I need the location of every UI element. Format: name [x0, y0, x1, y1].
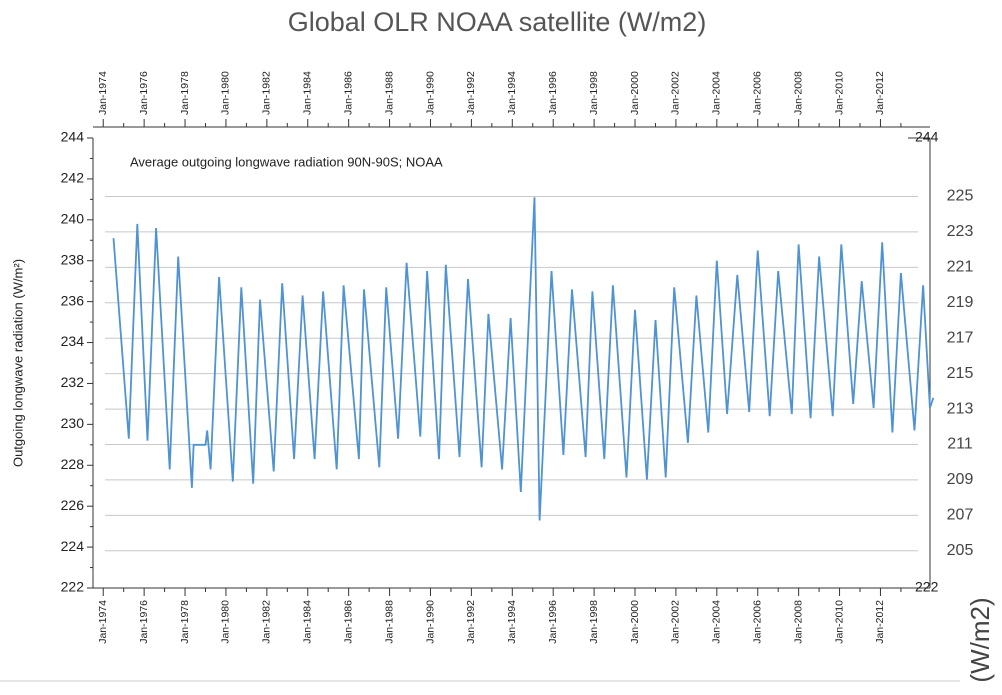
x-tick-label: Jan-1996 — [547, 71, 559, 115]
x-tick-label: Jan-1976 — [138, 600, 150, 644]
data-line — [112, 197, 935, 521]
x-tick-label: Jan-1992 — [465, 600, 477, 644]
y-tick-label: 228 — [61, 456, 85, 472]
x-tick-label: Jan-2004 — [711, 600, 723, 644]
y-tick-label: 232 — [61, 374, 85, 390]
y-tick-label: 242 — [61, 170, 85, 186]
x-tick-label: Jan-1994 — [506, 71, 518, 115]
x-tick-label: Jan-1980 — [220, 600, 232, 644]
x-tick-label: Jan-2006 — [752, 71, 764, 115]
x-tick-label: Jan-1986 — [342, 71, 354, 115]
x-tick-label: Jan-1982 — [261, 600, 273, 644]
y2-tick-label: 215 — [947, 365, 974, 382]
y2-tick-label: 211 — [947, 436, 973, 453]
x-tick-label: Jan-2010 — [833, 600, 845, 644]
y2-tick-label: 205 — [947, 542, 974, 559]
x-tick-label: Jan-2006 — [752, 600, 764, 644]
x-tick-label: Jan-2002 — [670, 600, 682, 644]
annotation: Average outgoing longwave radiation 90N-… — [130, 154, 443, 169]
x-tick-label: Jan-1990 — [424, 600, 436, 644]
y2-tick-label: 219 — [947, 294, 974, 311]
y-tick-label: 224 — [61, 538, 85, 554]
x-tick-label: Jan-1992 — [465, 71, 477, 115]
x-tick-label: Jan-1976 — [138, 71, 150, 115]
x-tick-label: Jan-2012 — [874, 600, 886, 644]
x-tick-label: Jan-1996 — [547, 600, 559, 644]
x-tick-label: Jan-1978 — [179, 71, 191, 115]
y-tick-label: 222 — [915, 579, 939, 595]
x-tick-label: Jan-1974 — [97, 600, 109, 644]
y-tick-label: 244 — [915, 129, 939, 145]
x-tick-label: Jan-1998 — [588, 600, 600, 644]
x-tick-label: Jan-2004 — [711, 71, 723, 115]
y2-tick-label: 223 — [947, 223, 974, 240]
y2-axis-label: (W/m2) — [965, 597, 995, 682]
x-tick-label: Jan-1998 — [588, 71, 600, 115]
x-tick-label: Jan-1988 — [383, 71, 395, 115]
y2-tick-label: 221 — [947, 259, 974, 276]
x-tick-label: Jan-2002 — [670, 71, 682, 115]
x-tick-label: Jan-1988 — [383, 600, 395, 644]
x-tick-label: Jan-1990 — [424, 71, 436, 115]
x-tick-label: Jan-1984 — [302, 71, 314, 115]
x-tick-label: Jan-1986 — [342, 600, 354, 644]
y2-tick-label: 207 — [947, 507, 974, 524]
x-tick-label: Jan-1980 — [220, 71, 232, 115]
y-axis-label: Outgoing longwave radiation (W/m²) — [10, 259, 25, 467]
x-tick-label: Jan-2010 — [833, 71, 845, 115]
y2-tick-label: 213 — [947, 400, 974, 417]
x-tick-label: Jan-1978 — [179, 600, 191, 644]
y-tick-label: 222 — [61, 579, 85, 595]
y-tick-label: 244 — [61, 129, 85, 145]
y2-tick-label: 209 — [947, 471, 974, 488]
x-tick-label: Jan-1994 — [506, 600, 518, 644]
y2-tick-label: 217 — [947, 329, 974, 346]
x-tick-label: Jan-1974 — [97, 71, 109, 115]
y-tick-label: 238 — [61, 251, 85, 267]
x-tick-label: Jan-2012 — [874, 71, 886, 115]
chart-title: Global OLR NOAA satellite (W/m2) — [288, 7, 707, 37]
y-tick-label: 230 — [61, 415, 85, 431]
y-tick-label: 226 — [61, 497, 85, 513]
y-tick-label: 236 — [61, 292, 85, 308]
y-tick-label: 234 — [61, 333, 85, 349]
y2-tick-label: 225 — [947, 188, 974, 205]
x-tick-label: Jan-2000 — [629, 600, 641, 644]
y-tick-label: 240 — [61, 211, 85, 227]
x-tick-label: Jan-1984 — [302, 600, 314, 644]
x-tick-label: Jan-2008 — [792, 600, 804, 644]
x-tick-label: Jan-1982 — [261, 71, 273, 115]
x-tick-label: Jan-2000 — [629, 71, 641, 115]
x-tick-label: Jan-2008 — [792, 71, 804, 115]
